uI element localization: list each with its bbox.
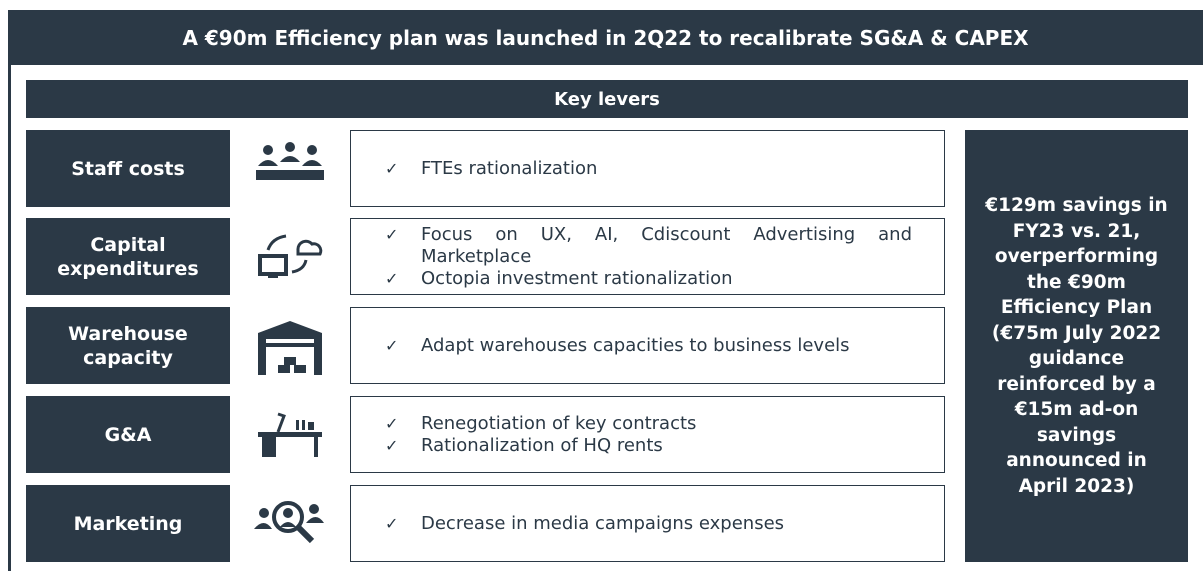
lever-items-box: ✓ Adapt warehouses capacities to business… [350, 307, 945, 384]
check-mark: ✓ [385, 413, 399, 433]
icon [256, 141, 324, 180]
lever-item: ✓ Octopia investment rationalization [385, 268, 912, 290]
subtitle-bar: Key levers [26, 80, 1188, 118]
lever-label: Warehouse capacity [68, 322, 188, 369]
lever-item: ✓ Decrease in media campaigns expenses [385, 513, 912, 535]
check-mark: ✓ [385, 158, 399, 178]
check-mark: ✓ [385, 513, 399, 533]
lever-icon [250, 307, 330, 384]
lever-icon [250, 218, 330, 295]
lever-icon [250, 130, 330, 207]
summary: €129m savings in FY23 vs. 21, overperfor… [985, 195, 1168, 497]
icon [258, 412, 322, 457]
lever-label-box: Capital expenditures [26, 218, 230, 295]
lever-label: Capital expenditures [57, 233, 199, 280]
lever-item: ✓ Renegotiation of key contracts [385, 413, 912, 435]
lever-label-box: Warehouse capacity [26, 307, 230, 384]
item-text: Adapt warehouses capacities to business … [421, 334, 850, 356]
item-text: Decrease in media campaigns expenses [421, 512, 785, 534]
item-text: Focus on UX, AI, Cdiscount Advertising a… [421, 223, 912, 267]
check-mark: ✓ [385, 224, 399, 244]
subtitle: Key levers [554, 88, 660, 110]
item-text: Renegotiation of key contracts [421, 412, 697, 434]
title: A €90m Efficiency plan was launched in 2… [182, 25, 1029, 50]
check-mark: ✓ [385, 268, 399, 288]
lever-label-box: G&A [26, 396, 230, 473]
frame [8, 10, 1203, 571]
lever-label: G&A [104, 423, 152, 446]
lever-item: ✓ Adapt warehouses capacities to business… [385, 335, 912, 357]
lever-item: ✓ Rationalization of HQ rents [385, 435, 912, 457]
icon [254, 500, 324, 543]
lever-item: ✓ Focus on UX, AI, Cdiscount Advertising … [385, 224, 912, 268]
check-mark: ✓ [385, 335, 399, 355]
summary-box: €129m savings in FY23 vs. 21, overperfor… [965, 130, 1188, 562]
lever-label-box: Staff costs [26, 130, 230, 207]
item-text: Octopia investment rationalization [421, 267, 733, 289]
check-mark: ✓ [385, 435, 399, 455]
lever-items-box: ✓ Focus on UX, AI, Cdiscount Advertising … [350, 218, 945, 295]
lever-label-box: Marketing [26, 485, 230, 562]
item-text: Rationalization of HQ rents [421, 434, 663, 456]
lever-items-box: ✓ FTEs rationalization [350, 130, 945, 207]
title-bar: A €90m Efficiency plan was launched in 2… [8, 10, 1203, 65]
icon [258, 320, 322, 375]
lever-icon [250, 396, 330, 473]
lever-items-box: ✓ Renegotiation of key contracts ✓ Rational… [350, 396, 945, 473]
lever-label: Staff costs [71, 157, 185, 180]
lever-label: Marketing [73, 512, 183, 535]
lever-items-box: ✓ Decrease in media campaigns expenses [350, 485, 945, 562]
item-text: FTEs rationalization [421, 157, 598, 179]
icon [258, 234, 323, 278]
lever-item: ✓ FTEs rationalization [385, 158, 912, 180]
lever-icon [250, 485, 330, 562]
